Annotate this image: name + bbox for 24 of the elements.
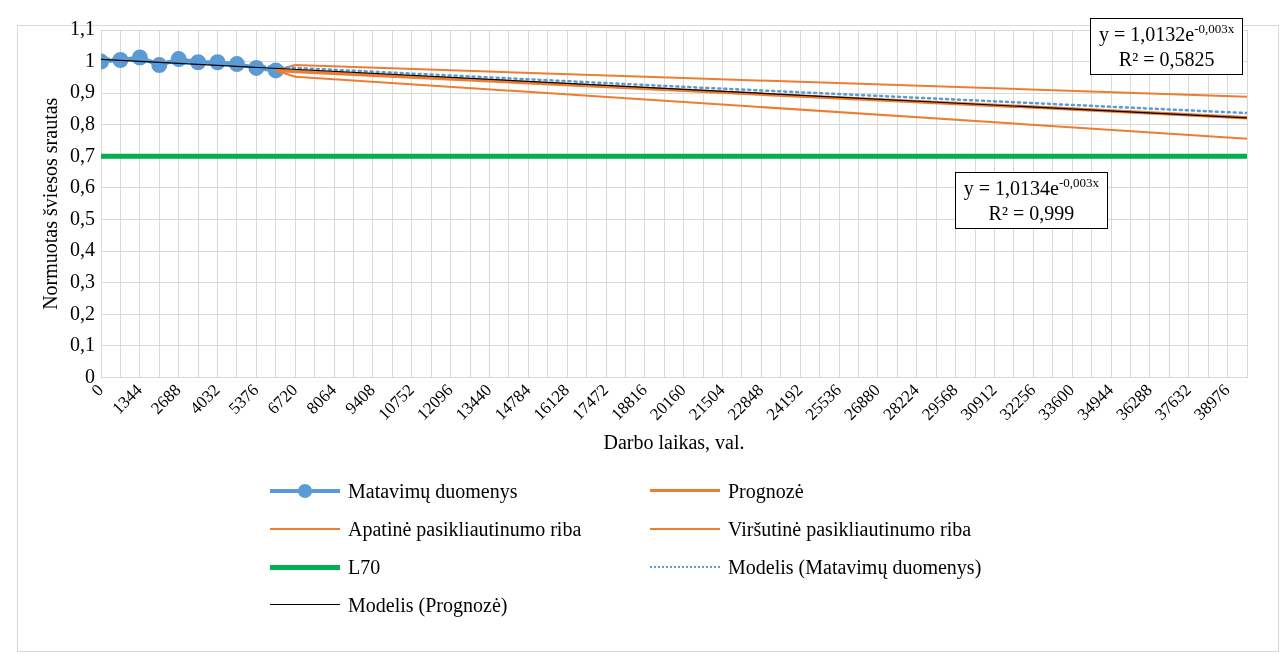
legend-label: Apatinė pasikliautinumo riba: [348, 517, 582, 541]
y-tick-label: 1,1: [70, 17, 95, 40]
legend-label: Viršutinė pasikliautinumo riba: [728, 517, 972, 541]
y-tick-label: 1: [85, 48, 95, 71]
y-tick-label: 0,8: [70, 112, 95, 135]
y-tick-label: 0,4: [70, 238, 95, 261]
legend-label: Modelis (Matavimų duomenys): [728, 555, 982, 579]
x-axis-title: Darbo laikas, val.: [603, 431, 745, 454]
legend-label: Prognozė: [728, 479, 804, 503]
y-tick-label: 0,5: [70, 206, 95, 229]
annotation: y = 1,0134e$^{-0,003x}$ R² = 0,999: [954, 172, 1109, 230]
y-tick-label: 0,6: [70, 175, 95, 198]
y-tick-label: 0,3: [70, 269, 95, 292]
legend-label: L70: [348, 555, 381, 579]
y-tick-label: 0,7: [70, 143, 95, 166]
legend-label: Modelis (Prognozė): [348, 593, 508, 617]
x-tick-label: 4032: [186, 380, 224, 418]
y-tick-label: 0,9: [70, 80, 95, 103]
x-tick-label: 6720: [263, 380, 302, 418]
legend-label: Matavimų duomenys: [348, 479, 518, 503]
y-tick-label: 0,2: [70, 301, 95, 324]
y-tick-label: 0,1: [70, 333, 95, 356]
y-axis-title: Normuotas šviesos srautas: [39, 97, 62, 310]
annotation: y = 1,0132e$^{-0,003x}$ R² = 0,5825: [1090, 18, 1244, 75]
